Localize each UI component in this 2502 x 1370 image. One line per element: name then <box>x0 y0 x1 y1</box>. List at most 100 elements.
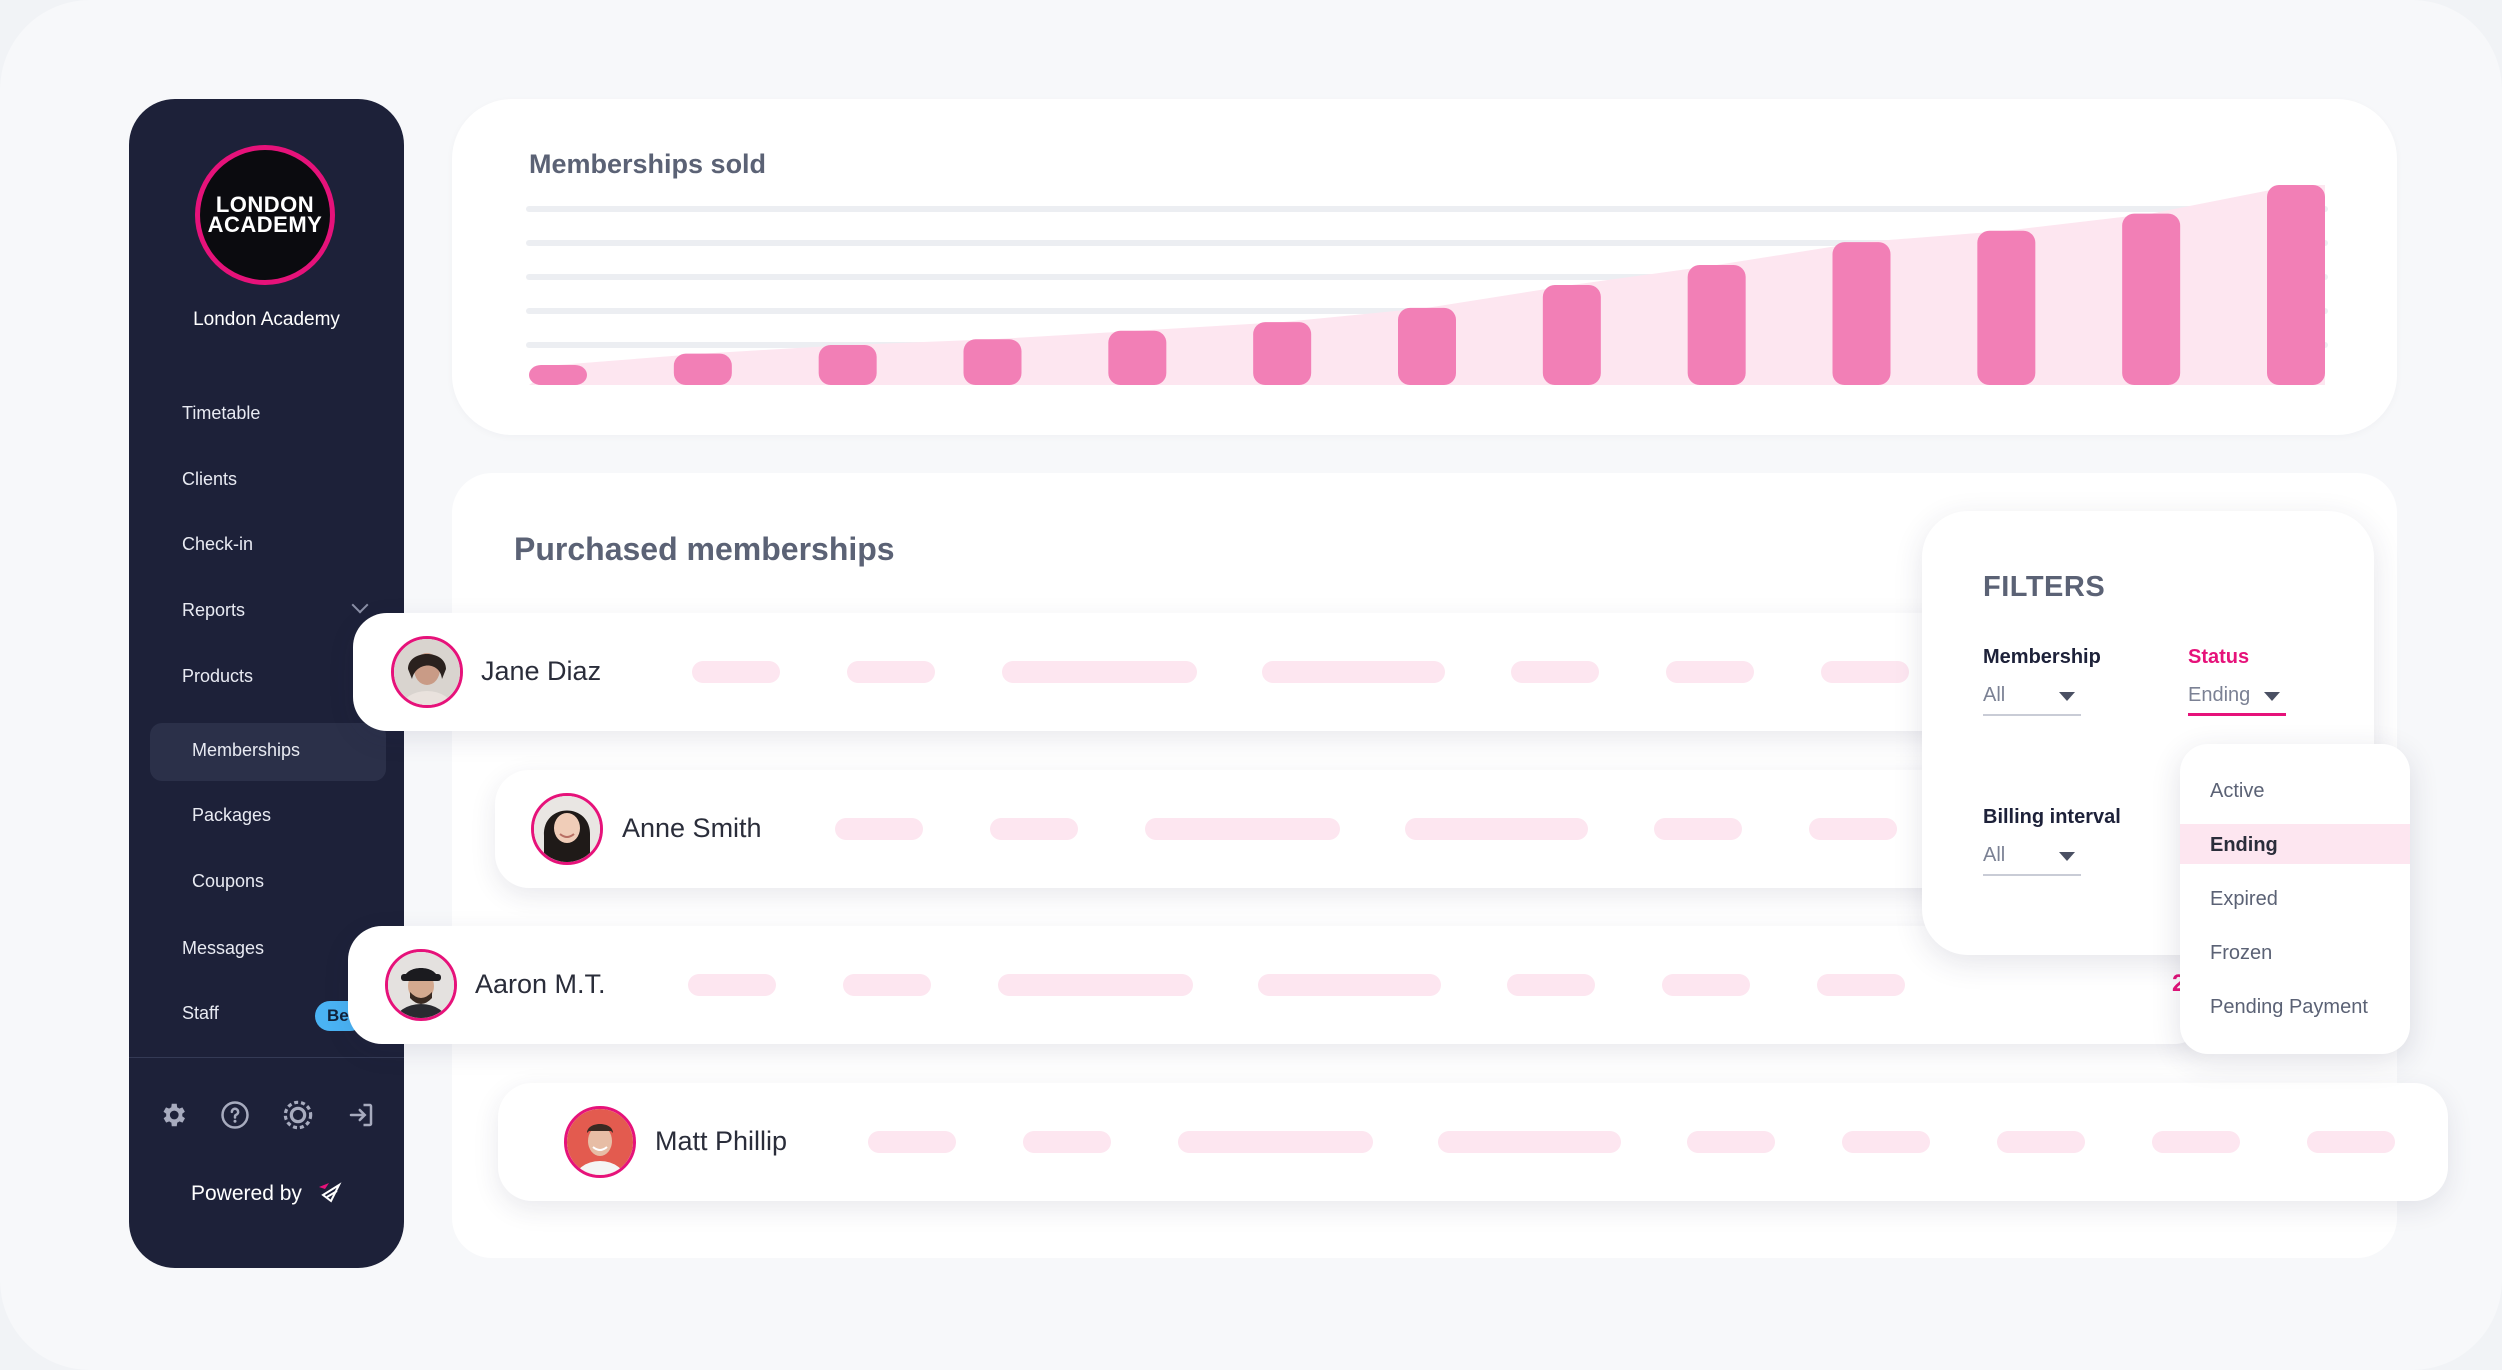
placeholder-cell <box>692 661 780 683</box>
settings-icon[interactable] <box>157 1099 189 1131</box>
memberships-sold-card: Memberships sold <box>452 99 2397 435</box>
status-option-pending-payment[interactable]: Pending Payment <box>2210 996 2368 1018</box>
chart-bar-10[interactable] <box>1832 242 1891 385</box>
sidebar-item-clients[interactable]: Clients <box>182 469 238 489</box>
avatar <box>531 793 603 865</box>
sidebar-item-check-in[interactable]: Check-in <box>182 534 254 554</box>
caret-down-icon <box>2264 692 2280 701</box>
placeholder-cell <box>1662 974 1750 996</box>
billing-interval-select[interactable]: All <box>1983 844 2081 876</box>
sidebar-item-coupons[interactable]: Coupons <box>192 871 265 891</box>
placeholder-cell <box>998 974 1193 996</box>
member-name: Matt Phillip <box>655 1126 788 1156</box>
status-filter-value: Ending <box>2188 684 2251 706</box>
placeholder-cell <box>1145 818 1340 840</box>
placeholder-cell <box>1438 1131 1621 1153</box>
chart-bar-1[interactable] <box>529 365 587 385</box>
chevron-down-icon[interactable] <box>351 596 369 614</box>
help-icon[interactable] <box>219 1099 251 1131</box>
member-name: Anne Smith <box>622 813 762 843</box>
placeholder-cell <box>1405 818 1588 840</box>
vendor-logo-icon <box>319 1182 342 1203</box>
placeholder-cell <box>868 1131 956 1153</box>
sidebar-item-staff[interactable]: Staff <box>182 1003 219 1023</box>
placeholder-cell <box>1002 661 1197 683</box>
status-option-ending[interactable]: Ending <box>2180 824 2410 864</box>
sidebar-item-packages[interactable]: Packages <box>192 805 272 825</box>
avatar <box>385 949 457 1021</box>
membership-filter-select[interactable]: All <box>1983 684 2081 716</box>
chart-bar-8[interactable] <box>1542 285 1601 385</box>
placeholder-cell <box>847 661 935 683</box>
placeholder-cell <box>1997 1131 2085 1153</box>
placeholder-cell <box>1507 974 1595 996</box>
sidebar-item-memberships[interactable]: Memberships <box>192 740 301 760</box>
table-row[interactable]: Jane Diaz <box>353 613 1973 731</box>
placeholder-cell <box>1511 661 1599 683</box>
chart-bar-5[interactable] <box>1108 330 1167 385</box>
logo-line-2: ACADEMY <box>207 212 323 237</box>
sidebar-item-messages[interactable]: Messages <box>182 938 265 958</box>
chart-bar-4[interactable] <box>963 339 1022 385</box>
chart-bar-6[interactable] <box>1253 322 1312 385</box>
chart-bar-13[interactable] <box>2267 185 2325 385</box>
caret-down-icon <box>2059 692 2075 701</box>
placeholder-cell <box>1687 1131 1775 1153</box>
chart-bar-2[interactable] <box>673 353 732 385</box>
placeholder-cell <box>1654 818 1742 840</box>
chart-bar-11[interactable] <box>1977 230 2036 385</box>
placeholder-cell <box>2152 1131 2240 1153</box>
placeholder-cell <box>1666 661 1754 683</box>
brand-name: London Academy <box>193 309 340 330</box>
sidebar-item-reports[interactable]: Reports <box>182 600 246 620</box>
placeholder-cell <box>1842 1131 1930 1153</box>
table-row[interactable]: Anne Smith <box>495 770 1985 888</box>
placeholder-cell <box>1258 974 1441 996</box>
chart-bar-7[interactable] <box>1398 307 1456 385</box>
sidebar-active-highlight <box>150 723 386 781</box>
member-name: Aaron M.T. <box>475 969 606 999</box>
chart-bar-12[interactable] <box>2122 213 2181 385</box>
purchased-memberships-title: Purchased memberships <box>514 531 895 567</box>
placeholder-cell <box>990 818 1078 840</box>
status-filter-label: Status <box>2188 646 2250 668</box>
status-dropdown: Active Ending Expired Frozen Pending Pay… <box>2180 744 2410 1054</box>
chart-bar-9[interactable] <box>1687 265 1746 385</box>
placeholder-cell <box>1821 661 1909 683</box>
billing-interval-value: All <box>1983 844 2006 866</box>
placeholder-cell <box>2307 1131 2395 1153</box>
placeholder-cell <box>843 974 931 996</box>
logout-icon[interactable] <box>345 1099 377 1131</box>
status-filter-select[interactable]: Ending <box>2188 684 2286 716</box>
membership-filter-value: All <box>1983 684 2006 706</box>
placeholder-cell <box>1262 661 1445 683</box>
billing-interval-label: Billing interval <box>1983 806 2121 828</box>
chart-bar-3[interactable] <box>818 345 877 385</box>
placeholder-cell <box>688 974 776 996</box>
placeholder-cell <box>835 818 923 840</box>
status-option-frozen[interactable]: Frozen <box>2210 942 2273 964</box>
member-name: Jane Diaz <box>481 656 602 686</box>
logo-line-1: LONDON <box>215 192 315 217</box>
sidebar-item-timetable[interactable]: Timetable <box>182 403 261 423</box>
powered-by-label: Powered by <box>191 1182 302 1205</box>
placeholder-cell <box>1178 1131 1373 1153</box>
memberships-sold-chart <box>526 185 2328 385</box>
chart-title: Memberships sold <box>529 149 767 179</box>
status-option-expired[interactable]: Expired <box>2210 888 2278 910</box>
status-option-active[interactable]: Active <box>2210 780 2265 802</box>
placeholder-cell <box>1817 974 1905 996</box>
avatar <box>564 1106 636 1178</box>
brand-logo: LONDON ACADEMY <box>195 145 335 285</box>
sidebar-item-products[interactable]: Products <box>182 666 254 686</box>
filters-title: FILTERS <box>1983 571 2106 603</box>
table-row[interactable]: Matt Phillip <box>498 1083 2448 1201</box>
membership-filter-label: Membership <box>1983 646 2101 668</box>
caret-down-icon <box>2059 852 2075 861</box>
table-row[interactable]: Aaron M.T. <box>348 926 2208 1044</box>
placeholder-cell <box>1809 818 1897 840</box>
sidebar-divider <box>129 1057 404 1058</box>
placeholder-cell <box>1023 1131 1111 1153</box>
avatar <box>391 636 463 708</box>
sun-icon[interactable] <box>282 1099 314 1131</box>
